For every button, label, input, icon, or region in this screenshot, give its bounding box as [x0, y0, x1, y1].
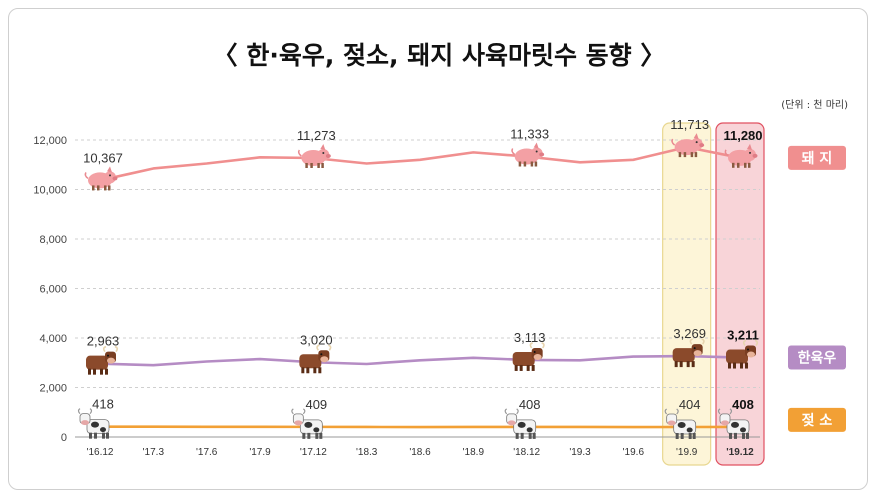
- data-label-dairy: 409: [305, 397, 327, 412]
- pig-icon: [724, 143, 758, 168]
- x-tick-label: '17.9: [249, 447, 271, 458]
- cow-icon: [299, 344, 332, 374]
- highlight-19-12: [715, 122, 765, 466]
- dairy-cow-icon: [664, 408, 697, 440]
- y-tick-label: 0: [61, 432, 67, 444]
- data-label-hanwoo: 3,269: [673, 326, 706, 341]
- cow-icon: [86, 345, 119, 375]
- x-tick-label: '19.12: [726, 447, 754, 458]
- legend-label: 한육우: [798, 351, 837, 367]
- y-tick-label: 8,000: [39, 234, 67, 246]
- data-label-pig: 11,280: [723, 128, 762, 143]
- y-tick-label: 12,000: [33, 135, 67, 147]
- dairy-cow-icon: [291, 408, 323, 439]
- data-label-dairy: 408: [732, 397, 754, 412]
- series-line-hanwoo: [98, 354, 742, 367]
- x-tick-label: '17.12: [300, 447, 327, 458]
- x-tick-label: '18.12: [513, 447, 540, 458]
- data-label-hanwoo: 3,113: [514, 330, 546, 345]
- chart-title: 〈 한·육우, 젖소, 돼지 사육마릿수 동향 〉: [213, 41, 666, 70]
- legend-label: 돼 지: [802, 151, 833, 167]
- data-label-dairy: 404: [679, 397, 701, 412]
- legend-hanwoo: 한육우: [788, 345, 846, 370]
- data-label-pig: 11,273: [297, 128, 336, 143]
- data-label-hanwoo: 3,211: [727, 328, 759, 343]
- legend-dairy: 젖 소: [788, 407, 846, 432]
- x-tick-label: '19.9: [676, 447, 698, 458]
- x-tick-label: '18.6: [409, 447, 431, 458]
- x-tick-label: '19.6: [623, 447, 645, 458]
- dairy-cow-icon: [77, 408, 110, 439]
- pig-icon: [297, 143, 331, 168]
- y-tick-label: 4,000: [39, 333, 67, 345]
- x-tick-label: '16.12: [87, 447, 114, 458]
- cow-icon: [672, 338, 705, 368]
- y-tick-label: 6,000: [39, 284, 67, 296]
- x-tick-label: '18.9: [463, 447, 485, 458]
- unit-note: (단위 : 천 마리): [781, 98, 848, 111]
- dairy-cow-icon: [717, 408, 750, 439]
- data-label-hanwoo: 2,963: [87, 334, 120, 349]
- y-tick-label: 2,000: [39, 383, 67, 395]
- x-tick-label: '17.6: [196, 447, 218, 458]
- dairy-cow-icon: [504, 408, 537, 439]
- data-label-dairy: 418: [92, 397, 114, 412]
- data-label-pig: 10,367: [83, 150, 123, 165]
- y-tick-label: 10,000: [33, 185, 67, 197]
- pig-icon: [84, 166, 118, 191]
- highlight-19-9: [662, 122, 712, 466]
- cow-icon: [512, 342, 545, 371]
- legend-label: 젖 소: [802, 412, 833, 429]
- pig-icon: [511, 142, 545, 167]
- data-label-hanwoo: 3,020: [300, 332, 333, 347]
- pig-icon: [671, 133, 705, 158]
- x-tick-label: '18.3: [356, 447, 378, 458]
- data-label-pig: 11,713: [670, 117, 709, 132]
- data-label-pig: 11,333: [510, 127, 549, 142]
- x-tick-label: '19.3: [569, 447, 591, 458]
- cow-icon: [726, 339, 759, 369]
- data-label-dairy: 408: [519, 397, 541, 412]
- legend-pig: 돼 지: [788, 145, 846, 170]
- series-line-pig: [98, 145, 742, 182]
- x-tick-label: '17.3: [143, 447, 165, 458]
